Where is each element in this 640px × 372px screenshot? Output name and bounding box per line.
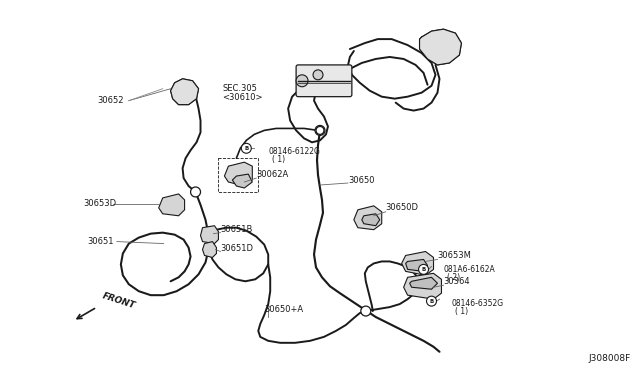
Text: 30650: 30650 xyxy=(348,176,374,185)
Text: 30650D: 30650D xyxy=(386,203,419,212)
Circle shape xyxy=(241,143,252,153)
Polygon shape xyxy=(362,214,380,226)
Polygon shape xyxy=(354,206,381,230)
Text: B: B xyxy=(244,146,248,151)
Circle shape xyxy=(361,306,371,316)
Text: 30062A: 30062A xyxy=(256,170,289,179)
Polygon shape xyxy=(402,251,433,275)
Text: J308008F: J308008F xyxy=(588,354,630,363)
Polygon shape xyxy=(406,259,428,271)
Text: 30651: 30651 xyxy=(87,237,113,246)
Text: 08146-6122G: 08146-6122G xyxy=(268,147,320,156)
Text: 30653D: 30653D xyxy=(83,199,116,208)
Text: ( 1): ( 1) xyxy=(272,155,285,164)
Polygon shape xyxy=(202,241,216,257)
Text: 30652: 30652 xyxy=(97,96,124,105)
Text: ( 1): ( 1) xyxy=(456,307,468,315)
Text: <30610>: <30610> xyxy=(223,93,263,102)
Text: 30364: 30364 xyxy=(444,277,470,286)
Circle shape xyxy=(315,125,325,135)
Text: 081A6-6162A: 081A6-6162A xyxy=(444,265,495,274)
FancyBboxPatch shape xyxy=(296,65,352,97)
Circle shape xyxy=(313,70,323,80)
Text: ( 2): ( 2) xyxy=(447,273,461,282)
Text: FRONT: FRONT xyxy=(101,292,136,311)
Text: 30651B: 30651B xyxy=(220,225,253,234)
Polygon shape xyxy=(225,162,252,186)
Polygon shape xyxy=(404,273,442,299)
Circle shape xyxy=(296,75,308,87)
Polygon shape xyxy=(420,29,461,65)
Circle shape xyxy=(419,264,429,274)
Polygon shape xyxy=(171,79,198,105)
Circle shape xyxy=(316,126,324,134)
Text: SEC.305: SEC.305 xyxy=(223,84,257,93)
Text: B: B xyxy=(421,267,426,272)
Text: 08146-6352G: 08146-6352G xyxy=(451,299,504,308)
Circle shape xyxy=(191,187,200,197)
Polygon shape xyxy=(200,226,218,244)
Text: 30653M: 30653M xyxy=(438,251,472,260)
Polygon shape xyxy=(159,194,184,216)
Polygon shape xyxy=(410,277,438,289)
Text: 30650+A: 30650+A xyxy=(264,305,303,314)
Polygon shape xyxy=(232,174,252,188)
Text: B: B xyxy=(429,299,434,304)
Circle shape xyxy=(426,296,436,306)
Text: 30651D: 30651D xyxy=(220,244,253,253)
